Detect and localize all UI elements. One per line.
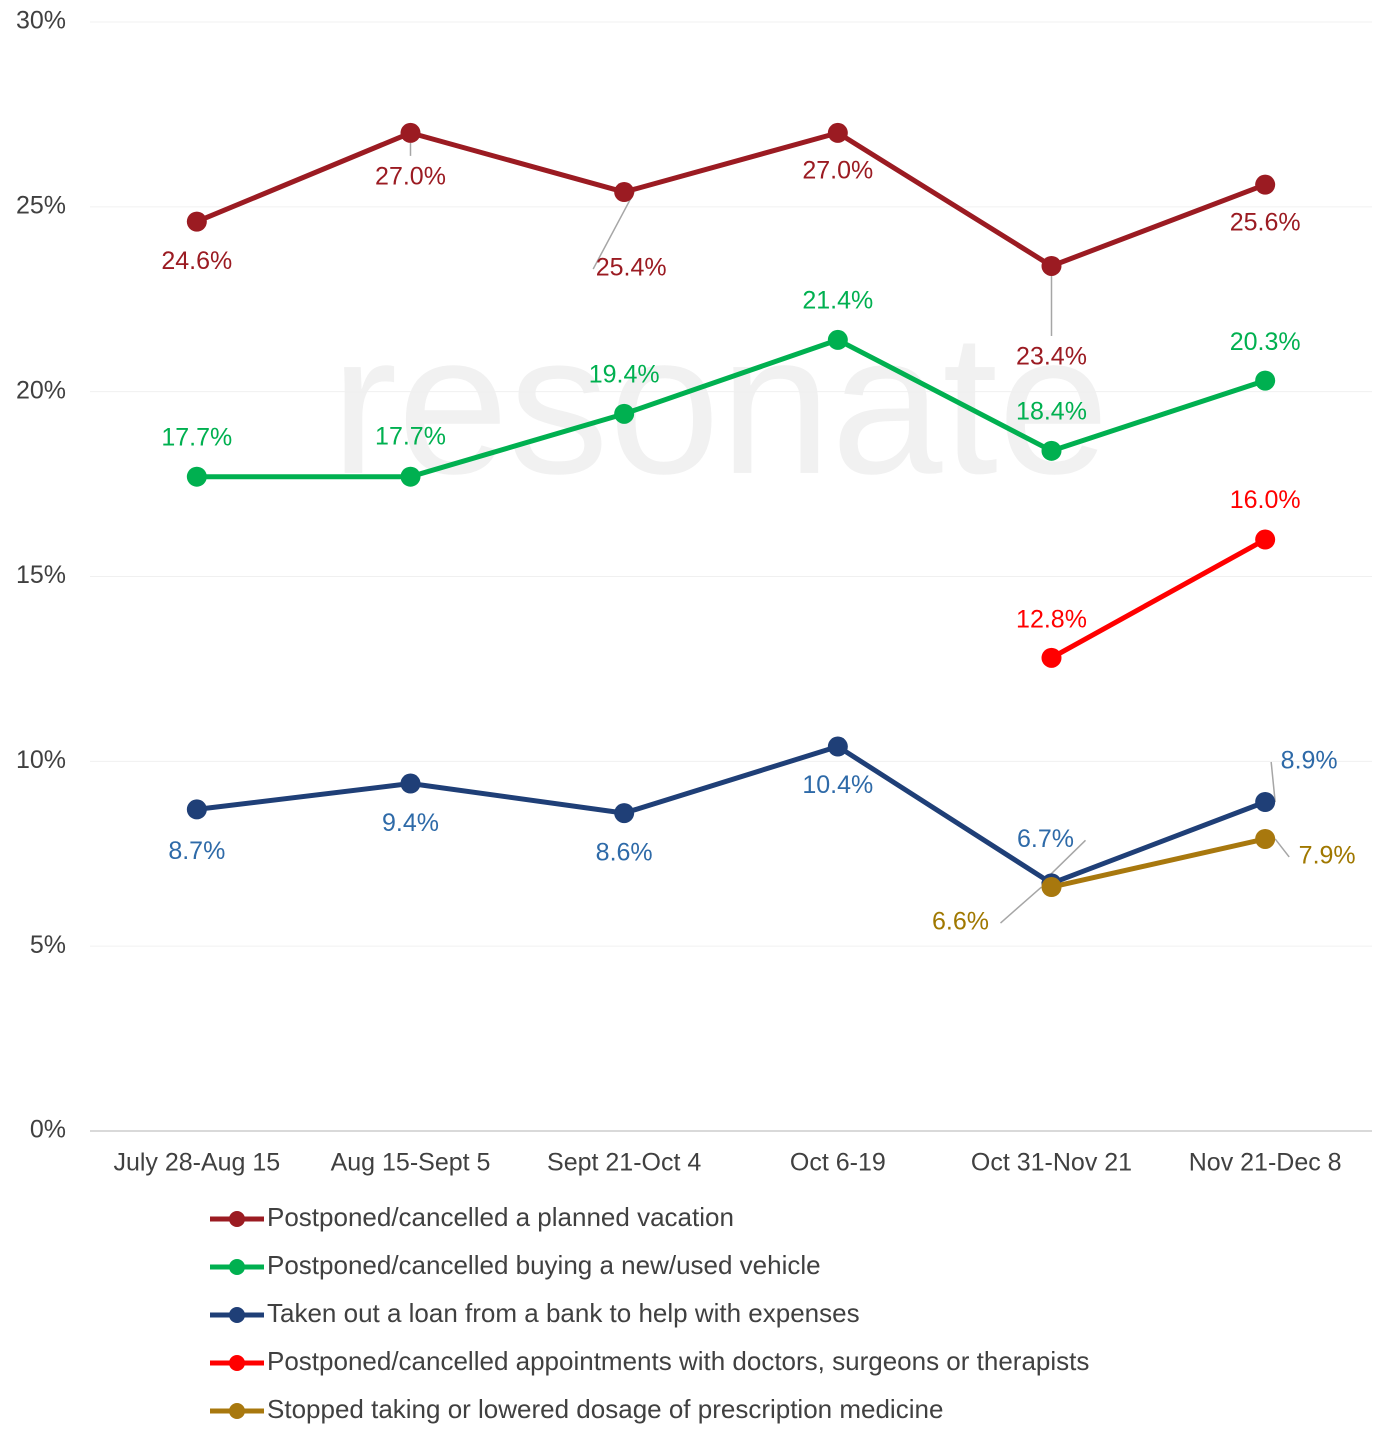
data-point [1041, 255, 1062, 276]
data-point [827, 329, 848, 350]
data-label: 19.4% [589, 360, 660, 388]
data-label: 12.8% [1016, 605, 1087, 633]
data-point [614, 403, 635, 424]
data-label: 8.9% [1281, 747, 1338, 775]
x-tick-label: Nov 21-Dec 8 [1189, 1149, 1342, 1177]
data-label: 6.6% [932, 908, 989, 936]
data-point [827, 122, 848, 143]
x-tick-label: Oct 31-Nov 21 [971, 1149, 1132, 1177]
y-tick-label: 15% [16, 561, 66, 589]
legend-marker [229, 1403, 245, 1419]
data-point [400, 466, 421, 487]
y-tick-label: 25% [16, 191, 66, 219]
series-line [195, 130, 1267, 269]
legend-label: Postponed/cancelled a planned vacation [267, 1202, 734, 1232]
data-label: 21.4% [802, 287, 873, 315]
legend-marker [229, 1259, 245, 1275]
data-label: 20.3% [1230, 328, 1301, 356]
data-label: 7.9% [1299, 842, 1356, 870]
data-label: 8.6% [596, 839, 653, 867]
data-label: 27.0% [375, 163, 446, 191]
series-line [196, 744, 1267, 886]
data-label: 9.4% [382, 809, 439, 837]
legend-marker [229, 1211, 245, 1227]
y-tick-label: 5% [30, 931, 66, 959]
data-point [1255, 529, 1276, 550]
legend-label: Postponed/cancelled buying a new/used ve… [267, 1250, 821, 1280]
data-point [186, 466, 207, 487]
y-tick-label: 0% [30, 1116, 66, 1144]
x-tick-label: Aug 15-Sept 5 [331, 1149, 491, 1177]
data-label: 18.4% [1016, 397, 1087, 425]
data-label: 23.4% [1016, 343, 1087, 371]
data-label: 24.6% [161, 247, 232, 275]
data-label: 25.4% [596, 254, 667, 282]
leader-line [1270, 761, 1276, 803]
data-point [1041, 440, 1062, 461]
data-point [186, 799, 207, 820]
y-tick-label: 20% [16, 376, 66, 404]
legend-marker [229, 1355, 245, 1371]
legend-label: Postponed/cancelled appointments with do… [267, 1346, 1089, 1376]
x-tick-label: July 28-Aug 15 [113, 1149, 280, 1177]
data-label: 17.7% [375, 422, 446, 450]
x-tick-label: Sept 21-Oct 4 [547, 1149, 701, 1177]
series-line [1050, 836, 1266, 890]
data-point [186, 211, 207, 232]
series-line [1050, 537, 1267, 661]
data-label: 17.7% [161, 423, 232, 451]
data-point [400, 773, 421, 794]
data-point [1255, 828, 1276, 849]
data-point [1041, 877, 1062, 898]
leader-line [592, 191, 635, 270]
data-point [1041, 647, 1062, 668]
data-point [400, 122, 421, 143]
data-point [1255, 370, 1276, 391]
data-point [827, 736, 848, 757]
data-label: 10.4% [802, 771, 873, 799]
series-line [196, 337, 1266, 480]
data-label: 27.0% [802, 157, 873, 185]
data-point [1255, 174, 1276, 195]
legend-label: Taken out a loan from a bank to help wit… [267, 1298, 860, 1328]
data-label: 6.7% [1017, 825, 1074, 853]
x-tick-label: Oct 6-19 [790, 1149, 886, 1177]
watermark: resonate [331, 293, 1109, 516]
data-label: 16.0% [1230, 486, 1301, 514]
data-point [1255, 791, 1276, 812]
data-point [614, 182, 635, 203]
data-label: 25.6% [1230, 208, 1301, 236]
leader-line [1274, 838, 1290, 858]
y-tick-label: 10% [16, 746, 66, 774]
leader-line [1000, 886, 1042, 924]
data-point [614, 803, 635, 824]
legend-label: Stopped taking or lowered dosage of pres… [267, 1394, 943, 1424]
legend-marker [229, 1307, 245, 1323]
y-tick-label: 30% [16, 7, 66, 35]
data-label: 8.7% [168, 837, 225, 865]
